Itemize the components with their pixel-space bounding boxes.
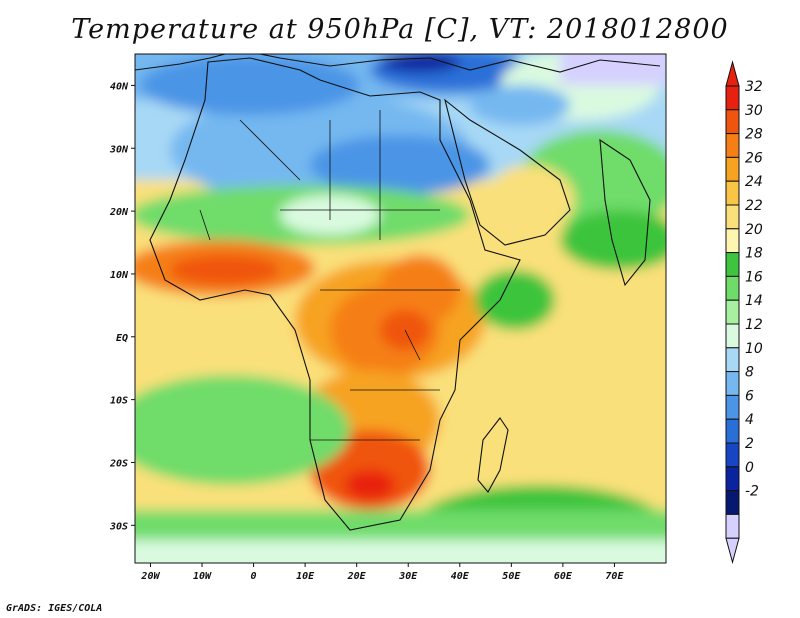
lon-tick-label: 0 bbox=[251, 571, 257, 582]
colorbar-label: 24 bbox=[745, 174, 763, 190]
colorbar-label: 8 bbox=[745, 365, 754, 381]
lon-tick-label: 40E bbox=[451, 571, 470, 582]
lon-tick-label: 10W bbox=[193, 571, 212, 582]
colorbar-swatch bbox=[725, 323, 740, 349]
colorbar-swatch bbox=[725, 85, 740, 111]
colorbar-swatch bbox=[725, 371, 740, 396]
colorbar-swatch bbox=[725, 466, 740, 492]
lat-tick-label: 10N bbox=[110, 270, 129, 281]
colorbar-swatch bbox=[725, 394, 740, 420]
colorbar-label: 26 bbox=[745, 150, 763, 166]
colorbar-label: 16 bbox=[745, 269, 763, 285]
lon-tick-label: 10E bbox=[296, 571, 315, 582]
colorbar-label: 20 bbox=[745, 222, 763, 238]
colorbar-label: 14 bbox=[745, 293, 763, 309]
india-coast bbox=[599, 138, 651, 287]
colorbar-label: 12 bbox=[745, 317, 763, 333]
lon-tick-label: 70E bbox=[605, 571, 624, 582]
colorbar-label: 4 bbox=[745, 412, 754, 428]
colorbar-label: 2 bbox=[745, 436, 754, 452]
colorbar-swatch bbox=[725, 228, 740, 254]
lat-tick-label: 30N bbox=[109, 144, 129, 155]
lat-tick-label: 10S bbox=[110, 396, 128, 407]
lat-tick-label: 20S bbox=[109, 458, 128, 469]
colorbar-label: 10 bbox=[745, 341, 763, 357]
lat-tick-label: 20N bbox=[109, 207, 129, 218]
colorbar-top-arrow bbox=[725, 60, 740, 87]
colorbar-swatch bbox=[725, 442, 740, 468]
lon-tick-label: 20E bbox=[347, 571, 367, 582]
map-frame bbox=[134, 53, 667, 564]
colorbar-swatch bbox=[725, 418, 740, 444]
colorbar-bottom-arrow bbox=[725, 537, 740, 565]
colorbar-label: 0 bbox=[745, 460, 754, 476]
colorbar-swatch bbox=[725, 275, 740, 301]
africa-coastline bbox=[149, 57, 521, 531]
grads-credit: GrADS: IGES/COLA bbox=[6, 603, 103, 614]
lon-tick-label: 30E bbox=[398, 571, 418, 582]
colorbar-swatch bbox=[725, 204, 740, 230]
colorbar-swatch bbox=[725, 252, 740, 277]
lon-tick-label: 20W bbox=[140, 571, 160, 582]
colorbar-swatch bbox=[725, 347, 740, 373]
colorbar-label: 28 bbox=[745, 127, 763, 143]
colorbar-swatch bbox=[725, 156, 740, 182]
lat-tick-label: EQ bbox=[116, 333, 128, 344]
colorbar-swatch bbox=[725, 180, 740, 206]
colorbar-swatch bbox=[725, 299, 740, 325]
arabia-coast bbox=[444, 98, 571, 246]
axis-ticks: 20W 10W 0 10E 20E 30E 40E 50E 60E 70E 40N 30N 20N 10N… bbox=[109, 81, 625, 582]
lon-tick-label: 50E bbox=[502, 571, 521, 582]
colorbar-swatch bbox=[725, 490, 740, 515]
lat-tick-label: 30S bbox=[109, 521, 128, 532]
colorbar-swatch bbox=[725, 133, 740, 158]
europe-coast bbox=[135, 54, 661, 73]
colorbar-label: -2 bbox=[745, 484, 759, 500]
borders bbox=[199, 110, 460, 441]
madagascar-coast bbox=[477, 417, 509, 493]
colorbar-label: 6 bbox=[745, 388, 754, 404]
colorbar-label: 30 bbox=[745, 103, 763, 119]
lon-tick-label: 60E bbox=[554, 571, 573, 582]
colorbar-label: 32 bbox=[745, 79, 763, 95]
colorbar-label: 22 bbox=[745, 198, 763, 214]
colorbar-swatch bbox=[725, 513, 740, 539]
colorbar-swatch bbox=[725, 109, 740, 135]
lat-tick-label: 40N bbox=[110, 81, 129, 92]
plot-title: Temperature at 950hPa [C], VT: 201801280… bbox=[71, 14, 729, 45]
colorbar-label: 18 bbox=[745, 246, 763, 262]
temperature-field bbox=[135, 54, 666, 563]
coastlines bbox=[135, 54, 661, 531]
